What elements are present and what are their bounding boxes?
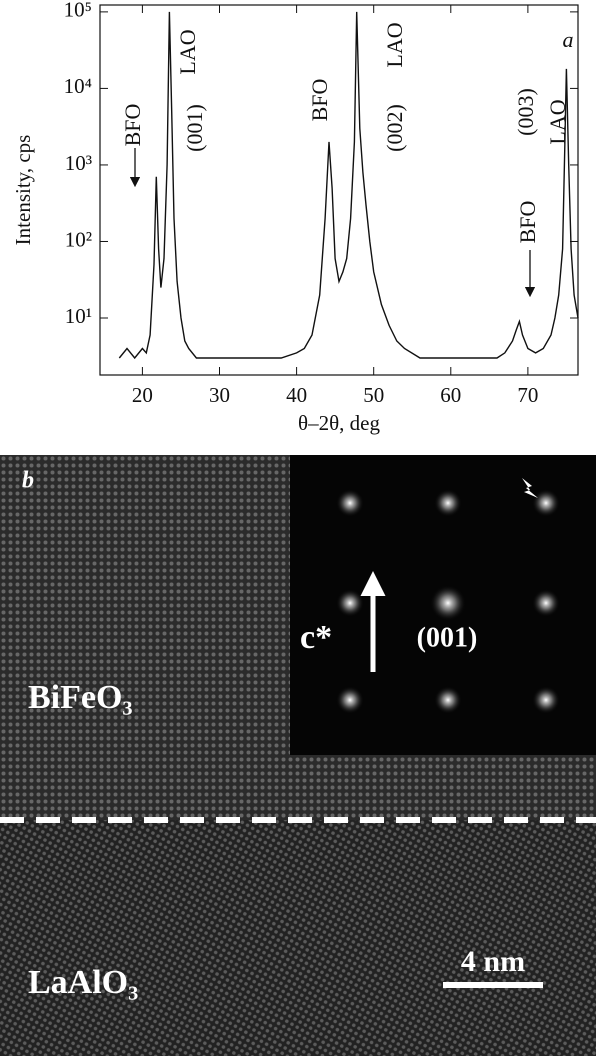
peak-annotation: (001) bbox=[182, 104, 207, 152]
panel-label: a bbox=[563, 27, 574, 52]
substrate-label: LaAlO₃ bbox=[28, 964, 138, 1001]
tem-image: b BiFeO₃ LaAlO₃ 4 nm c* (001) bbox=[0, 455, 596, 1056]
x-tick-label: 60 bbox=[440, 383, 461, 407]
film-label: BiFeO₃ bbox=[28, 679, 133, 716]
axis-label: c* bbox=[300, 619, 332, 656]
y-tick-label: 10⁵ bbox=[64, 0, 92, 22]
spectrum-line bbox=[118, 11, 579, 360]
peak-annotation: LAO bbox=[175, 29, 200, 74]
x-tick-label: 70 bbox=[517, 383, 538, 407]
x-tick-label: 40 bbox=[286, 383, 307, 407]
y-axis-label: Intensity, cps bbox=[11, 135, 35, 246]
scale-label: 4 nm bbox=[461, 945, 525, 978]
peak-annotation: (003) bbox=[513, 88, 538, 136]
x-tick-label: 20 bbox=[132, 383, 153, 407]
y-tick-label: 10³ bbox=[65, 151, 92, 175]
x-axis-label: θ–2θ, deg bbox=[298, 411, 380, 435]
y-tick-label: 10² bbox=[65, 227, 92, 251]
y-tick-label: 10⁴ bbox=[64, 74, 92, 98]
plot-frame bbox=[99, 4, 579, 376]
peak-annotation: (002) bbox=[382, 104, 407, 152]
xrd-chart: Intensity, cps θ–2θ, deg a 20 30 40 50 60 70 1… bbox=[11, 0, 579, 435]
x-tick-label: 50 bbox=[363, 383, 384, 407]
fft-spots bbox=[336, 489, 560, 714]
substrate-region bbox=[0, 820, 596, 1056]
bolt-icon bbox=[522, 478, 538, 498]
peak-annotation: LAO bbox=[382, 22, 407, 67]
zone-label: (001) bbox=[417, 622, 478, 653]
peak-annotation: BFO bbox=[307, 79, 332, 122]
panel-label: b bbox=[22, 468, 34, 494]
y-tick-label: 10¹ bbox=[65, 304, 92, 328]
peak-annotation: BFO bbox=[515, 201, 540, 244]
peak-annotation: LAO bbox=[545, 99, 570, 144]
peak-annotation: BFO bbox=[120, 104, 145, 147]
x-tick-label: 30 bbox=[209, 383, 230, 407]
